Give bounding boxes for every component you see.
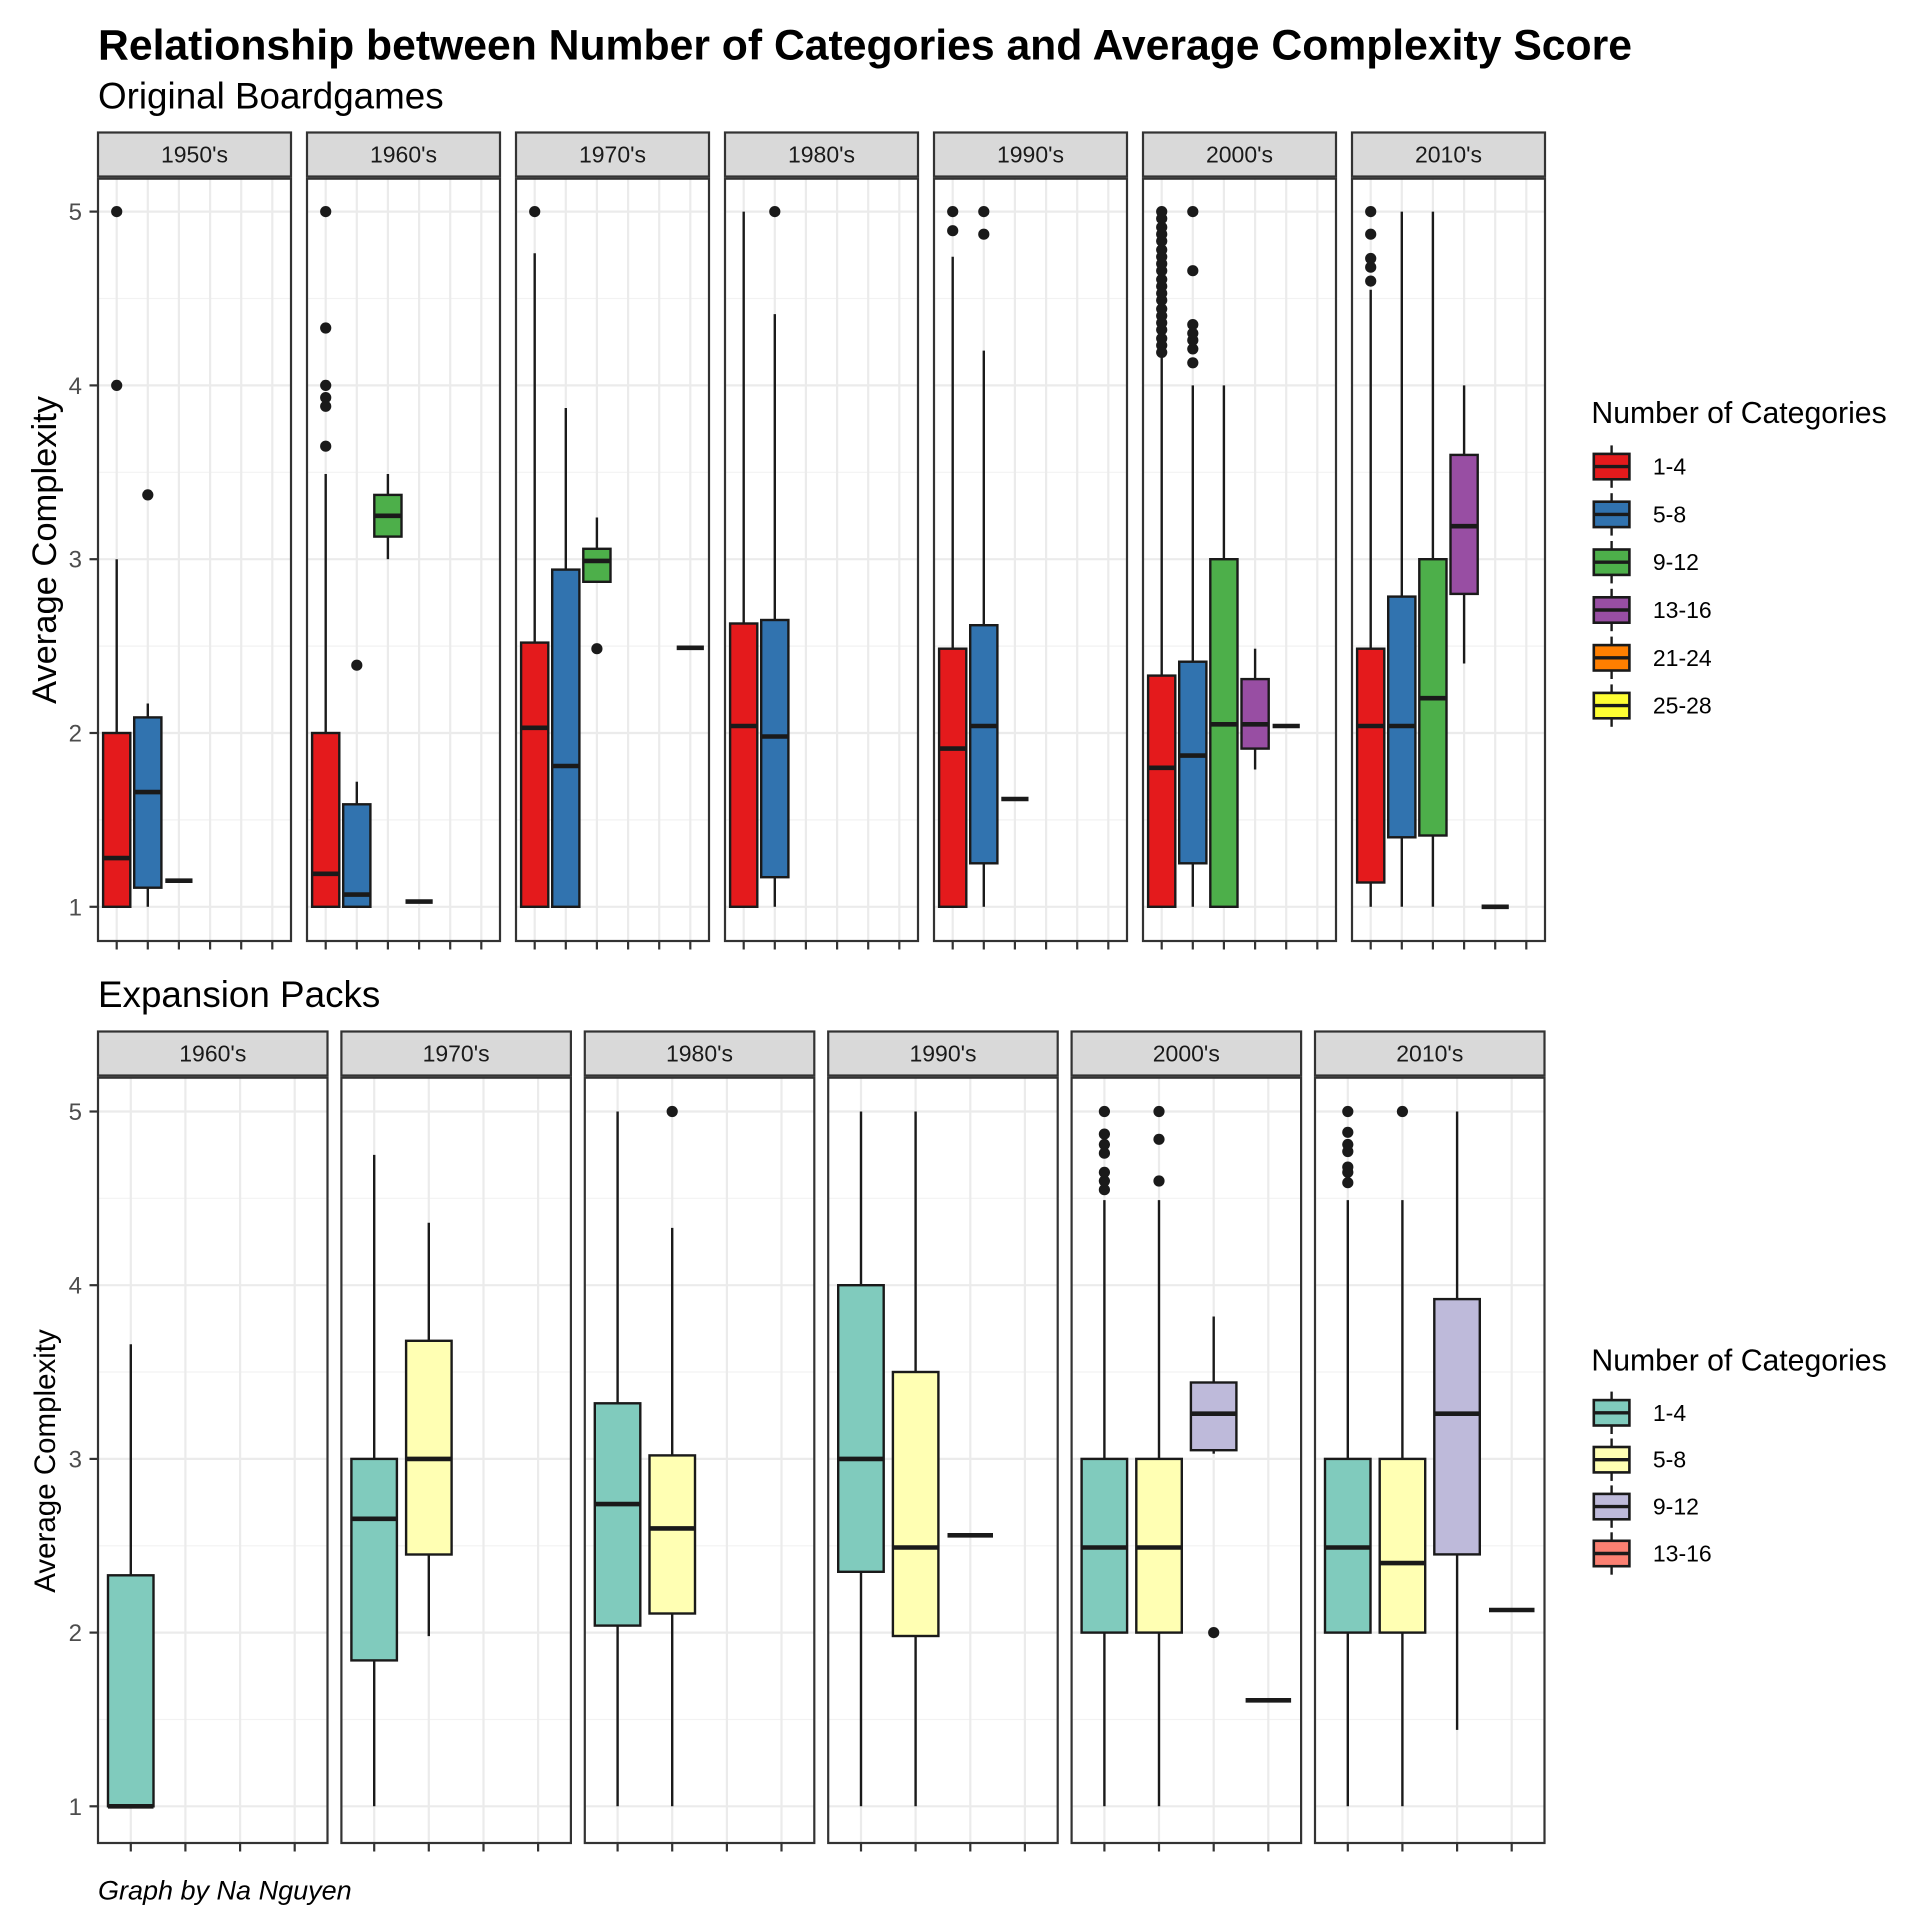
svg-text:2000's: 2000's (1153, 1041, 1220, 1067)
svg-text:3: 3 (69, 1446, 82, 1473)
svg-text:1-4: 1-4 (1653, 1400, 1686, 1426)
svg-text:2000's: 2000's (1206, 142, 1273, 168)
svg-text:2: 2 (69, 721, 82, 748)
svg-text:Number of Categories: Number of Categories (1591, 1345, 1886, 1378)
svg-text:Relationship between Number of: Relationship between Number of Categorie… (98, 22, 1632, 70)
svg-text:Number of Categories: Number of Categories (1591, 397, 1886, 430)
svg-text:1980's: 1980's (666, 1041, 733, 1067)
svg-text:Average Complexity: Average Complexity (26, 395, 64, 704)
svg-text:1970's: 1970's (579, 142, 646, 168)
svg-text:Graph by Na Nguyen: Graph by Na Nguyen (98, 1875, 352, 1905)
svg-text:21-24: 21-24 (1653, 645, 1712, 671)
svg-text:5-8: 5-8 (1653, 1447, 1686, 1473)
svg-text:1960's: 1960's (179, 1041, 246, 1067)
svg-text:2010's: 2010's (1396, 1041, 1463, 1067)
svg-text:4: 4 (69, 373, 82, 400)
svg-text:5: 5 (69, 199, 82, 226)
svg-text:Expansion Packs: Expansion Packs (98, 974, 380, 1015)
svg-text:3: 3 (69, 547, 82, 574)
svg-text:25-28: 25-28 (1653, 693, 1712, 719)
svg-text:13-16: 13-16 (1653, 1541, 1712, 1567)
svg-text:2: 2 (69, 1620, 82, 1647)
svg-text:1990's: 1990's (997, 142, 1064, 168)
svg-text:2010's: 2010's (1415, 142, 1482, 168)
svg-text:1-4: 1-4 (1653, 454, 1686, 480)
svg-text:4: 4 (69, 1273, 82, 1300)
svg-text:1970's: 1970's (423, 1041, 490, 1067)
svg-text:1990's: 1990's (909, 1041, 976, 1067)
svg-text:1: 1 (69, 1794, 82, 1821)
svg-text:Original Boardgames: Original Boardgames (98, 76, 444, 117)
svg-text:1980's: 1980's (788, 142, 855, 168)
svg-text:13-16: 13-16 (1653, 597, 1712, 623)
svg-text:5-8: 5-8 (1653, 501, 1686, 527)
svg-text:1: 1 (69, 894, 82, 921)
svg-text:1950's: 1950's (161, 142, 228, 168)
svg-text:9-12: 9-12 (1653, 549, 1699, 575)
svg-text:1960's: 1960's (370, 142, 437, 168)
svg-text:9-12: 9-12 (1653, 1494, 1699, 1520)
svg-text:Average Complexity: Average Complexity (29, 1329, 62, 1593)
svg-text:5: 5 (69, 1099, 82, 1126)
